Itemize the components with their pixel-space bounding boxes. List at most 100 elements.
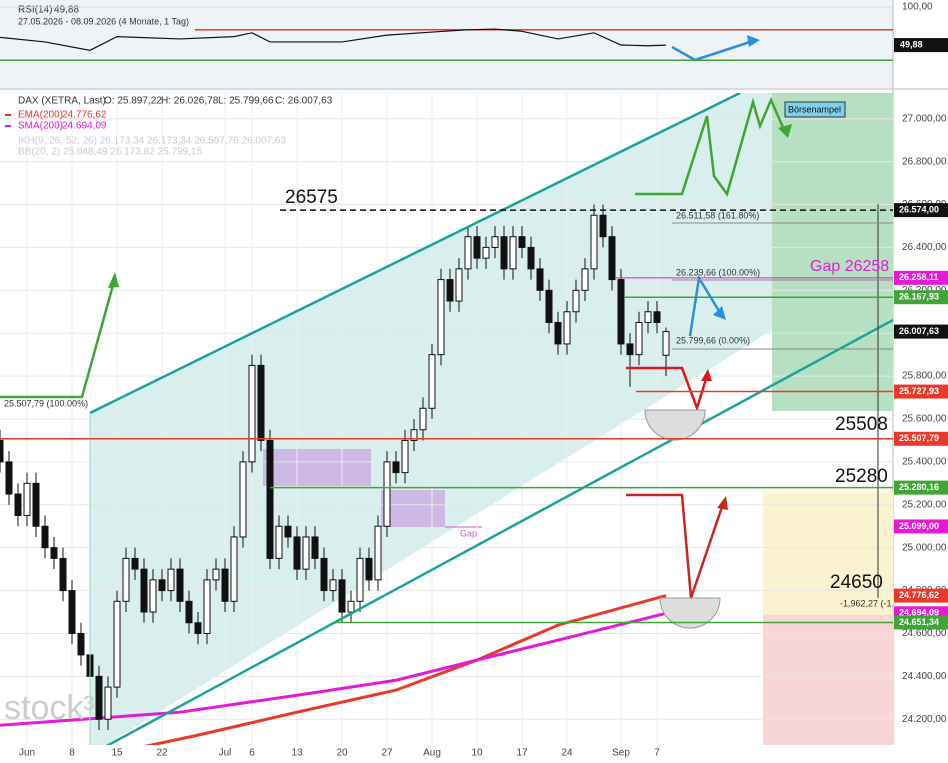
- candle-body: [23, 482, 31, 517]
- level-label: 25.280,16: [899, 482, 939, 492]
- level-label: 25.507,79: [899, 433, 939, 443]
- annotation: Börsenampel: [788, 104, 841, 114]
- y-tick-label: 24.400,00: [902, 671, 947, 682]
- candle-body: [122, 557, 130, 602]
- candle-body: [491, 236, 499, 248]
- candle-body: [77, 632, 85, 656]
- candle-body: [590, 214, 598, 270]
- green-zone: [772, 93, 893, 411]
- moving-average: [144, 594, 667, 745]
- y-tick-label: 25.200,00: [902, 499, 947, 510]
- candle-body: [563, 311, 571, 345]
- candle-body: [158, 579, 166, 592]
- level-box: [894, 290, 948, 305]
- candle-body: [140, 568, 148, 613]
- legend-faded: BB(20, 2) 25.648,49 26.173,82 25.799,15: [18, 147, 202, 158]
- candle-body: [0, 439, 4, 463]
- channel-upper: [89, 93, 741, 415]
- y-tick-label: 25.400,00: [902, 457, 947, 468]
- bowl: [659, 597, 721, 629]
- candle-body: [518, 236, 526, 248]
- candle-body: [230, 536, 238, 602]
- rsi-tick-label: 100,00: [902, 2, 933, 13]
- candle-body: [356, 557, 364, 602]
- candle-body: [149, 579, 157, 613]
- legend-value: 24.694,09: [62, 121, 107, 132]
- legend-ohlc: C: 26.007,63: [275, 96, 333, 107]
- candle-body: [428, 354, 436, 409]
- candle-body: [221, 568, 229, 602]
- candle-body: [59, 557, 67, 592]
- x-tick-label: 17: [516, 748, 528, 759]
- legend-faded: IKH(9, 26, 52, 26) 26.173,34 26.173,34 2…: [18, 136, 286, 147]
- candle-body: [311, 536, 319, 559]
- rsi-value-box: [894, 38, 948, 53]
- level-label: 25.099,00: [899, 521, 939, 531]
- candle-body: [14, 493, 22, 517]
- moving-average: [0, 611, 667, 727]
- level-box: [894, 431, 948, 446]
- rsi-value: 49,88: [54, 5, 79, 16]
- annotation: 26575: [285, 187, 338, 208]
- rsi-value-label: 49,88: [900, 39, 923, 49]
- annotation: Gap: [460, 528, 477, 538]
- scenario-path: [635, 96, 787, 197]
- arrow-head: [747, 35, 760, 47]
- level-label: 24.776,62: [899, 590, 939, 600]
- annotation: 25280: [835, 466, 888, 487]
- candle-body: [419, 407, 427, 431]
- candle-body: [113, 600, 121, 688]
- candle-body: [554, 321, 562, 345]
- annotation: -1.962,27 (-1.: [840, 598, 894, 608]
- candle-body: [365, 557, 373, 581]
- arrow-head: [778, 124, 792, 138]
- red-zone: [763, 615, 893, 745]
- plot: [0, 204, 670, 745]
- candle-body: [527, 246, 535, 270]
- candle-body: [284, 525, 292, 538]
- x-tick-label: 7: [654, 748, 660, 759]
- arrow-head: [713, 306, 726, 320]
- level-box: [894, 324, 948, 339]
- level-box: [894, 615, 948, 630]
- annotation: 25.799,66 (0.00%): [676, 335, 750, 345]
- rsi-panel: [0, 0, 893, 88]
- candle-body: [176, 568, 184, 602]
- bowl: [644, 409, 706, 441]
- y-tick-label: 26.800,00: [902, 156, 947, 167]
- arrow-head: [717, 496, 728, 510]
- x-tick-label: 8: [69, 748, 75, 759]
- annotation: 24650: [830, 572, 883, 593]
- candle-body: [266, 439, 274, 559]
- watermark: stock³: [4, 689, 95, 727]
- candle-body: [248, 364, 256, 463]
- candle-body: [257, 364, 265, 441]
- candle-body: [131, 557, 139, 570]
- candle-body: [50, 547, 58, 559]
- candle-body: [185, 600, 193, 624]
- candle-body: [401, 439, 409, 474]
- rsi-name: RSI(14): [18, 5, 52, 16]
- candle-body: [572, 289, 580, 313]
- candle-body: [662, 331, 670, 356]
- candle-body: [446, 279, 454, 302]
- candle-body: [41, 525, 49, 549]
- candle-body: [212, 568, 220, 581]
- x-tick-label: 22: [156, 748, 168, 759]
- candle-body: [635, 321, 643, 356]
- x-tick-label: Jul: [219, 748, 232, 759]
- candle-body: [599, 214, 607, 238]
- level-label: 26.574,00: [899, 204, 939, 214]
- candle-body: [617, 279, 625, 345]
- candle-body: [392, 461, 400, 474]
- level-box: [894, 270, 948, 285]
- rsi-line: [0, 28, 667, 51]
- level-box: [894, 519, 948, 534]
- y-tick-label: 25.000,00: [902, 542, 947, 553]
- candle-body: [500, 236, 508, 270]
- candle-body: [482, 246, 490, 259]
- candle-body: [194, 622, 202, 634]
- candle-body: [338, 579, 346, 613]
